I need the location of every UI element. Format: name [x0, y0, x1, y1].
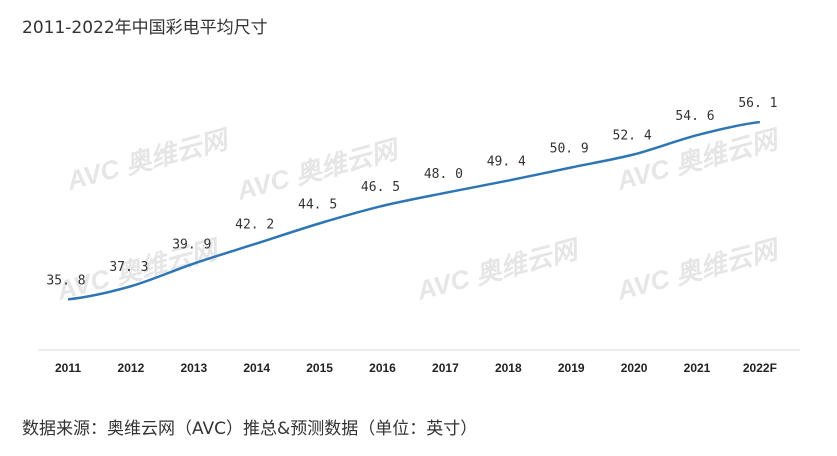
data-label: 50. 9 — [550, 141, 589, 156]
x-tick-label: 2020 — [621, 361, 648, 375]
x-tick-label: 2014 — [243, 361, 270, 375]
data-label: 49. 4 — [487, 155, 526, 170]
x-tick-label: 2011 — [55, 361, 81, 375]
x-tick-label: 2012 — [118, 361, 145, 375]
data-label: 37. 3 — [109, 260, 148, 275]
data-label: 42. 2 — [235, 217, 274, 232]
series-line — [67, 120, 761, 301]
chart-title: 2011-2022年中国彩电平均尺寸 — [22, 18, 268, 38]
watermark-logo: AVC 奥维云网 — [413, 233, 584, 306]
x-tick-label: 2022F — [743, 361, 777, 375]
x-tick-label: 2017 — [432, 361, 459, 375]
x-tick-label: 2021 — [684, 361, 711, 375]
watermark-logo: AVC 奥维云网 — [233, 133, 404, 206]
watermark-logo: AVC 奥维云网 — [63, 123, 234, 196]
data-label: 52. 4 — [613, 128, 652, 143]
x-tick-label: 2018 — [495, 361, 522, 375]
x-tick-label: 2019 — [558, 361, 585, 375]
data-label: 39. 9 — [172, 238, 211, 253]
x-tick-label: 2015 — [306, 361, 333, 375]
x-tick-label: 2016 — [369, 361, 396, 375]
source-note: 数据来源：奥维云网（AVC）推总&预测数据（单位：英寸） — [22, 419, 478, 439]
data-label: 54. 6 — [675, 109, 714, 124]
data-label: 56. 1 — [738, 96, 777, 111]
data-label: 35. 8 — [46, 273, 85, 288]
data-label: 46. 5 — [361, 180, 400, 195]
data-label: 44. 5 — [298, 197, 337, 212]
data-label: 48. 0 — [424, 167, 463, 182]
watermark-logo: AVC 奥维云网 — [613, 233, 784, 306]
x-tick-label: 2013 — [180, 361, 207, 375]
